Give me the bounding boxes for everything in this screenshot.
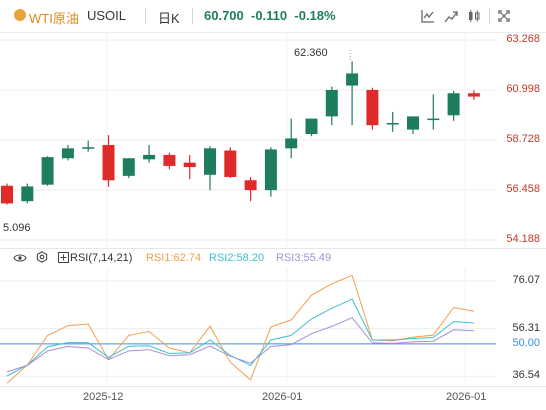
rsi-axis-tick: 56.31 bbox=[512, 321, 540, 334]
rsi-series-line bbox=[6, 298, 474, 377]
header-divider bbox=[192, 8, 193, 24]
candle-body bbox=[447, 93, 460, 116]
candle-body bbox=[61, 148, 74, 159]
candle-body bbox=[21, 186, 34, 202]
rsi-level-tick: 50.00 bbox=[512, 336, 540, 349]
eye-icon[interactable] bbox=[13, 252, 27, 267]
quote-header: WTI原油 USOIL 日K 60.700 -0.110 -0.18% bbox=[0, 0, 546, 32]
period-selector[interactable]: 日K bbox=[158, 11, 180, 26]
rsi-axis-tick: 76.07 bbox=[512, 273, 540, 286]
header-border bbox=[0, 32, 546, 33]
rsi3-value: 55.49 bbox=[303, 252, 332, 264]
rsi-legend: RSI(7,14,21) RSI1:62.74 RSI2:58.20 RSI3:… bbox=[0, 250, 546, 268]
x-axis-label: 2026-01 bbox=[446, 391, 487, 403]
commodity-logo-icon bbox=[14, 9, 26, 21]
expand-icon[interactable] bbox=[58, 252, 69, 266]
symbol-code[interactable]: USOIL bbox=[87, 8, 127, 23]
candle-body bbox=[264, 149, 277, 191]
rsi-axis-tick: 36.54 bbox=[512, 369, 540, 382]
candle-body bbox=[386, 122, 399, 125]
candle-body bbox=[224, 150, 237, 177]
price-axis-tick: 54.188 bbox=[506, 233, 540, 245]
rsi-indicator-name[interactable]: RSI(7,14,21) bbox=[70, 252, 133, 264]
candle-body bbox=[244, 180, 257, 191]
price-axis-tick: 58.728 bbox=[506, 133, 540, 145]
min-price-label: 5.096 bbox=[3, 222, 31, 234]
candle-body bbox=[407, 116, 419, 130]
rsi3-name: RSI3 bbox=[276, 252, 301, 264]
x-axis-line bbox=[0, 386, 546, 387]
candle-body bbox=[183, 162, 196, 168]
header-divider bbox=[489, 8, 490, 24]
candle-body bbox=[366, 89, 379, 126]
x-axis-label: 2025-12 bbox=[83, 391, 124, 403]
candle-body bbox=[285, 138, 298, 149]
price-axis-tick: 63.268 bbox=[506, 33, 540, 45]
candle-body bbox=[346, 73, 359, 86]
rsi-series-line bbox=[6, 274, 474, 384]
price-change-percent: -0.18% bbox=[294, 8, 336, 23]
header-divider bbox=[145, 8, 146, 24]
price-chart[interactable] bbox=[0, 0, 546, 250]
symbol-name[interactable]: WTI原油 bbox=[29, 11, 79, 26]
rsi1-name: RSI1 bbox=[146, 252, 171, 264]
compare-icon[interactable] bbox=[443, 8, 459, 24]
rsi3-legend: RSI3:55.49 bbox=[276, 252, 332, 264]
rsi1-value: 62.74 bbox=[173, 252, 202, 264]
rsi2-value: 58.20 bbox=[236, 252, 265, 264]
candle-body bbox=[325, 89, 338, 117]
indicator-icon[interactable] bbox=[420, 8, 436, 24]
candle-body bbox=[102, 145, 115, 181]
rsi2-name: RSI2 bbox=[209, 252, 234, 264]
rsi2-legend: RSI2:58.20 bbox=[209, 252, 265, 264]
x-axis-label: 2026-01 bbox=[262, 391, 303, 403]
last-price: 60.700 bbox=[204, 8, 244, 23]
candle-body bbox=[467, 93, 480, 97]
candle-body bbox=[305, 118, 318, 135]
price-axis-tick: 56.458 bbox=[506, 183, 540, 195]
rsi-chart[interactable] bbox=[0, 0, 546, 390]
candle-body bbox=[163, 154, 176, 166]
price-axis-tick: 60.998 bbox=[506, 83, 540, 95]
candle-body bbox=[82, 147, 95, 149]
price-change: -0.110 bbox=[251, 8, 288, 23]
quote-summary: 60.700 -0.110 -0.18% bbox=[204, 8, 336, 23]
rsi-series-line bbox=[6, 317, 474, 373]
candle-body bbox=[122, 158, 135, 176]
fullscreen-icon[interactable] bbox=[496, 8, 512, 24]
max-price-label: 62.360 bbox=[294, 47, 328, 59]
candle-body bbox=[1, 185, 13, 204]
rsi1-legend: RSI1:62.74 bbox=[146, 252, 202, 264]
candle-body bbox=[143, 154, 156, 160]
candle-body bbox=[427, 118, 440, 121]
candle-body bbox=[204, 148, 216, 175]
candle-body bbox=[41, 157, 54, 185]
settings-icon[interactable] bbox=[36, 251, 48, 266]
candle-style-icon[interactable] bbox=[466, 8, 482, 24]
pane-divider bbox=[0, 248, 546, 249]
